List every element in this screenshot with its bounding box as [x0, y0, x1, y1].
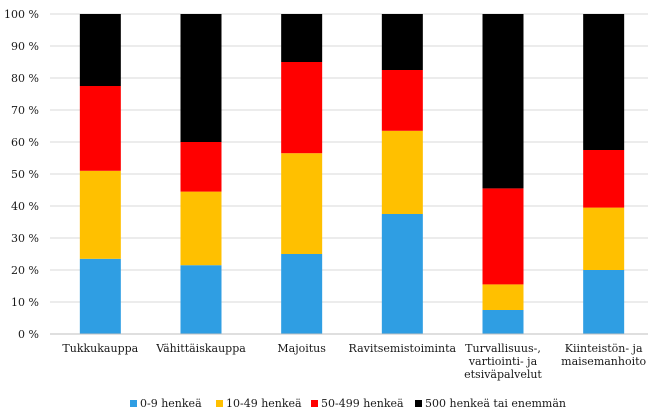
bar-segment — [180, 191, 222, 266]
bar-segment — [583, 150, 625, 208]
bar-segment — [583, 270, 625, 334]
y-tick-label: 100 % — [4, 8, 39, 21]
bar-segment — [281, 62, 323, 154]
bar-segment — [180, 265, 222, 334]
bar-segment — [482, 188, 524, 285]
bar-segment — [381, 214, 423, 334]
category-label: Turvallisuus-, vartiointi- ja etsiväpalvel… — [464, 342, 542, 381]
legend-label: 50-499 henkeä — [321, 397, 404, 410]
y-tick-label: 70 % — [11, 104, 39, 117]
category-label: Tukkukauppa — [62, 342, 138, 355]
bar-segment — [281, 254, 323, 334]
y-tick-label: 20 % — [11, 264, 39, 277]
y-tick-label: 0 % — [18, 328, 39, 341]
bar-segment — [381, 14, 423, 70]
bar-segment — [583, 14, 625, 150]
legend-swatch — [415, 400, 422, 407]
category-label: Vähittäiskauppa — [155, 342, 246, 355]
y-tick-label: 90 % — [11, 40, 39, 53]
legend-swatch — [130, 400, 137, 407]
bar-segment — [79, 170, 121, 259]
category-labels: Tukkukauppa Vähittäiskauppa Majoitus Ravits… — [62, 342, 646, 381]
bar-segment — [79, 14, 121, 86]
y-tick-label: 10 % — [11, 296, 39, 309]
bar-segment — [281, 153, 323, 254]
bar-segment — [79, 258, 121, 334]
category-label: Kiinteistön- ja maisemanhoito — [561, 342, 646, 368]
legend: 0-9 henkeä 10-49 henkeä 50-499 henkeä 500 h… — [130, 397, 566, 410]
bar-segment — [482, 14, 524, 189]
y-axis-tick-labels: 0 % 10 % 20 % 30 % 40 % 50 % 60 % 70 % 80 % 90 % 1… — [4, 8, 39, 341]
legend-label: 0-9 henkeä — [140, 397, 202, 410]
bar-segment — [79, 86, 121, 171]
legend-swatch — [216, 400, 223, 407]
y-tick-label: 80 % — [11, 72, 39, 85]
category-label: Ravitsemistoiminta — [349, 342, 457, 355]
gridlines — [50, 13, 648, 303]
y-tick-label: 40 % — [11, 200, 39, 213]
bars — [79, 14, 625, 334]
bar-segment — [180, 142, 222, 192]
legend-swatch — [311, 400, 318, 407]
y-tick-label: 60 % — [11, 136, 39, 149]
y-tick-label: 50 % — [11, 168, 39, 181]
bar-segment — [180, 14, 222, 142]
bar-segment — [381, 70, 423, 131]
bar-segment — [482, 284, 524, 310]
bar-segment — [482, 310, 524, 334]
bar-segment — [381, 130, 423, 214]
y-tick-label: 30 % — [11, 232, 39, 245]
bar-segment — [281, 14, 323, 62]
legend-label: 500 henkeä tai enemmän — [425, 397, 566, 410]
legend-label: 10-49 henkeä — [226, 397, 302, 410]
bar-segment — [583, 207, 625, 270]
category-label: Majoitus — [277, 342, 326, 355]
